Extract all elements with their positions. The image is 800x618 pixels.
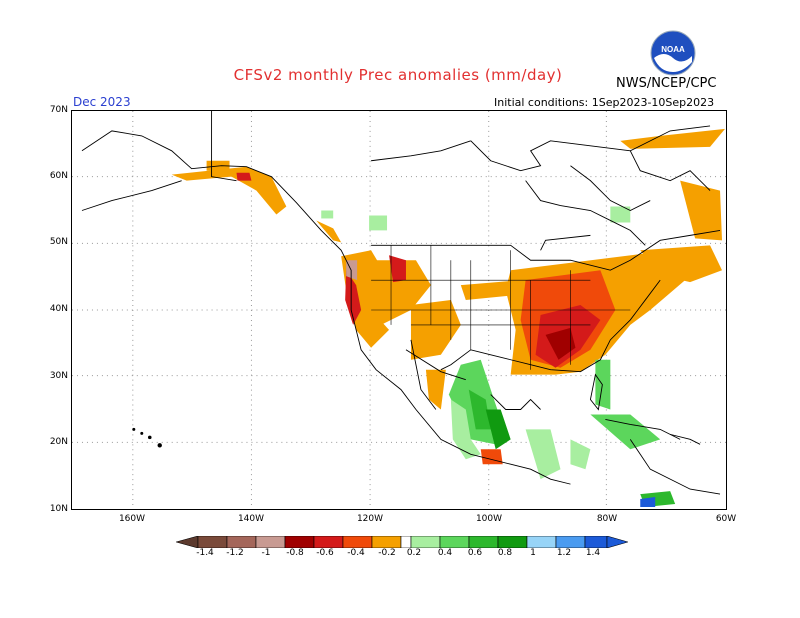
lat-label: 40N	[49, 304, 68, 314]
wet-anomalies	[321, 206, 676, 508]
colorbar-label: 1.2	[556, 548, 572, 558]
colorbar-label: -0.2	[378, 548, 396, 558]
lon-label: 80W	[596, 514, 618, 524]
colorbar-label: 1.4	[585, 548, 601, 558]
colorbar-label: -1	[261, 548, 271, 558]
lon-label: 140W	[237, 514, 265, 524]
colorbar-label: 0.6	[467, 548, 483, 558]
dry-anomalies	[171, 128, 726, 465]
lat-label: 30N	[49, 371, 68, 381]
colorbar-label: 0.4	[437, 548, 453, 558]
lon-label: 120W	[356, 514, 384, 524]
anomaly-map	[71, 110, 727, 510]
initial-conditions: Initial conditions: 1Sep2023-10Sep2023	[494, 96, 715, 109]
state-borders	[371, 245, 631, 370]
noaa-logo: NOAA	[650, 30, 696, 76]
lat-label: 10N	[49, 504, 68, 514]
lat-label: 70N	[49, 105, 68, 115]
colorbar-label: -0.8	[286, 548, 304, 558]
lat-label: 20N	[49, 437, 68, 447]
noaa-logo-text: NOAA	[661, 45, 685, 54]
lon-label: 60W	[715, 514, 737, 524]
hawaii-islands	[132, 427, 162, 448]
org-label: NWS/NCEP/CPC	[616, 76, 717, 91]
colorbar	[176, 536, 628, 548]
colorbar-label: -0.6	[316, 548, 334, 558]
colorbar-label: -0.4	[347, 548, 365, 558]
colorbar-label: -1.2	[226, 548, 244, 558]
lon-label: 100W	[475, 514, 503, 524]
colorbar-label: 1	[530, 548, 536, 558]
lat-label: 50N	[49, 237, 68, 247]
map-title: CFSv2 monthly Prec anomalies (mm/day)	[233, 66, 563, 84]
lat-label: 60N	[49, 171, 68, 181]
colorbar-label: -1.4	[196, 548, 214, 558]
colorbar-label: 0.8	[497, 548, 513, 558]
forecast-month: Dec 2023	[73, 95, 131, 109]
lon-label: 160W	[118, 514, 146, 524]
colorbar-label: 0.2	[406, 548, 422, 558]
